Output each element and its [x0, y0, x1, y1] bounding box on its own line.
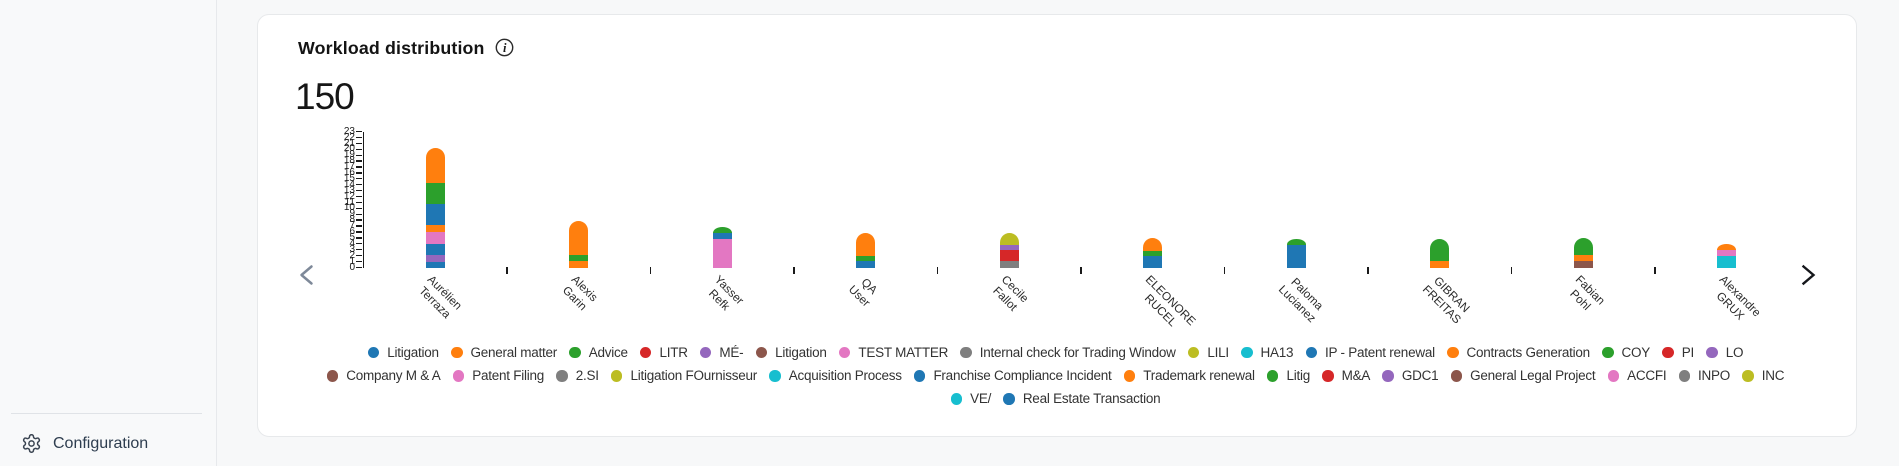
svg-text:i: i — [503, 41, 507, 55]
